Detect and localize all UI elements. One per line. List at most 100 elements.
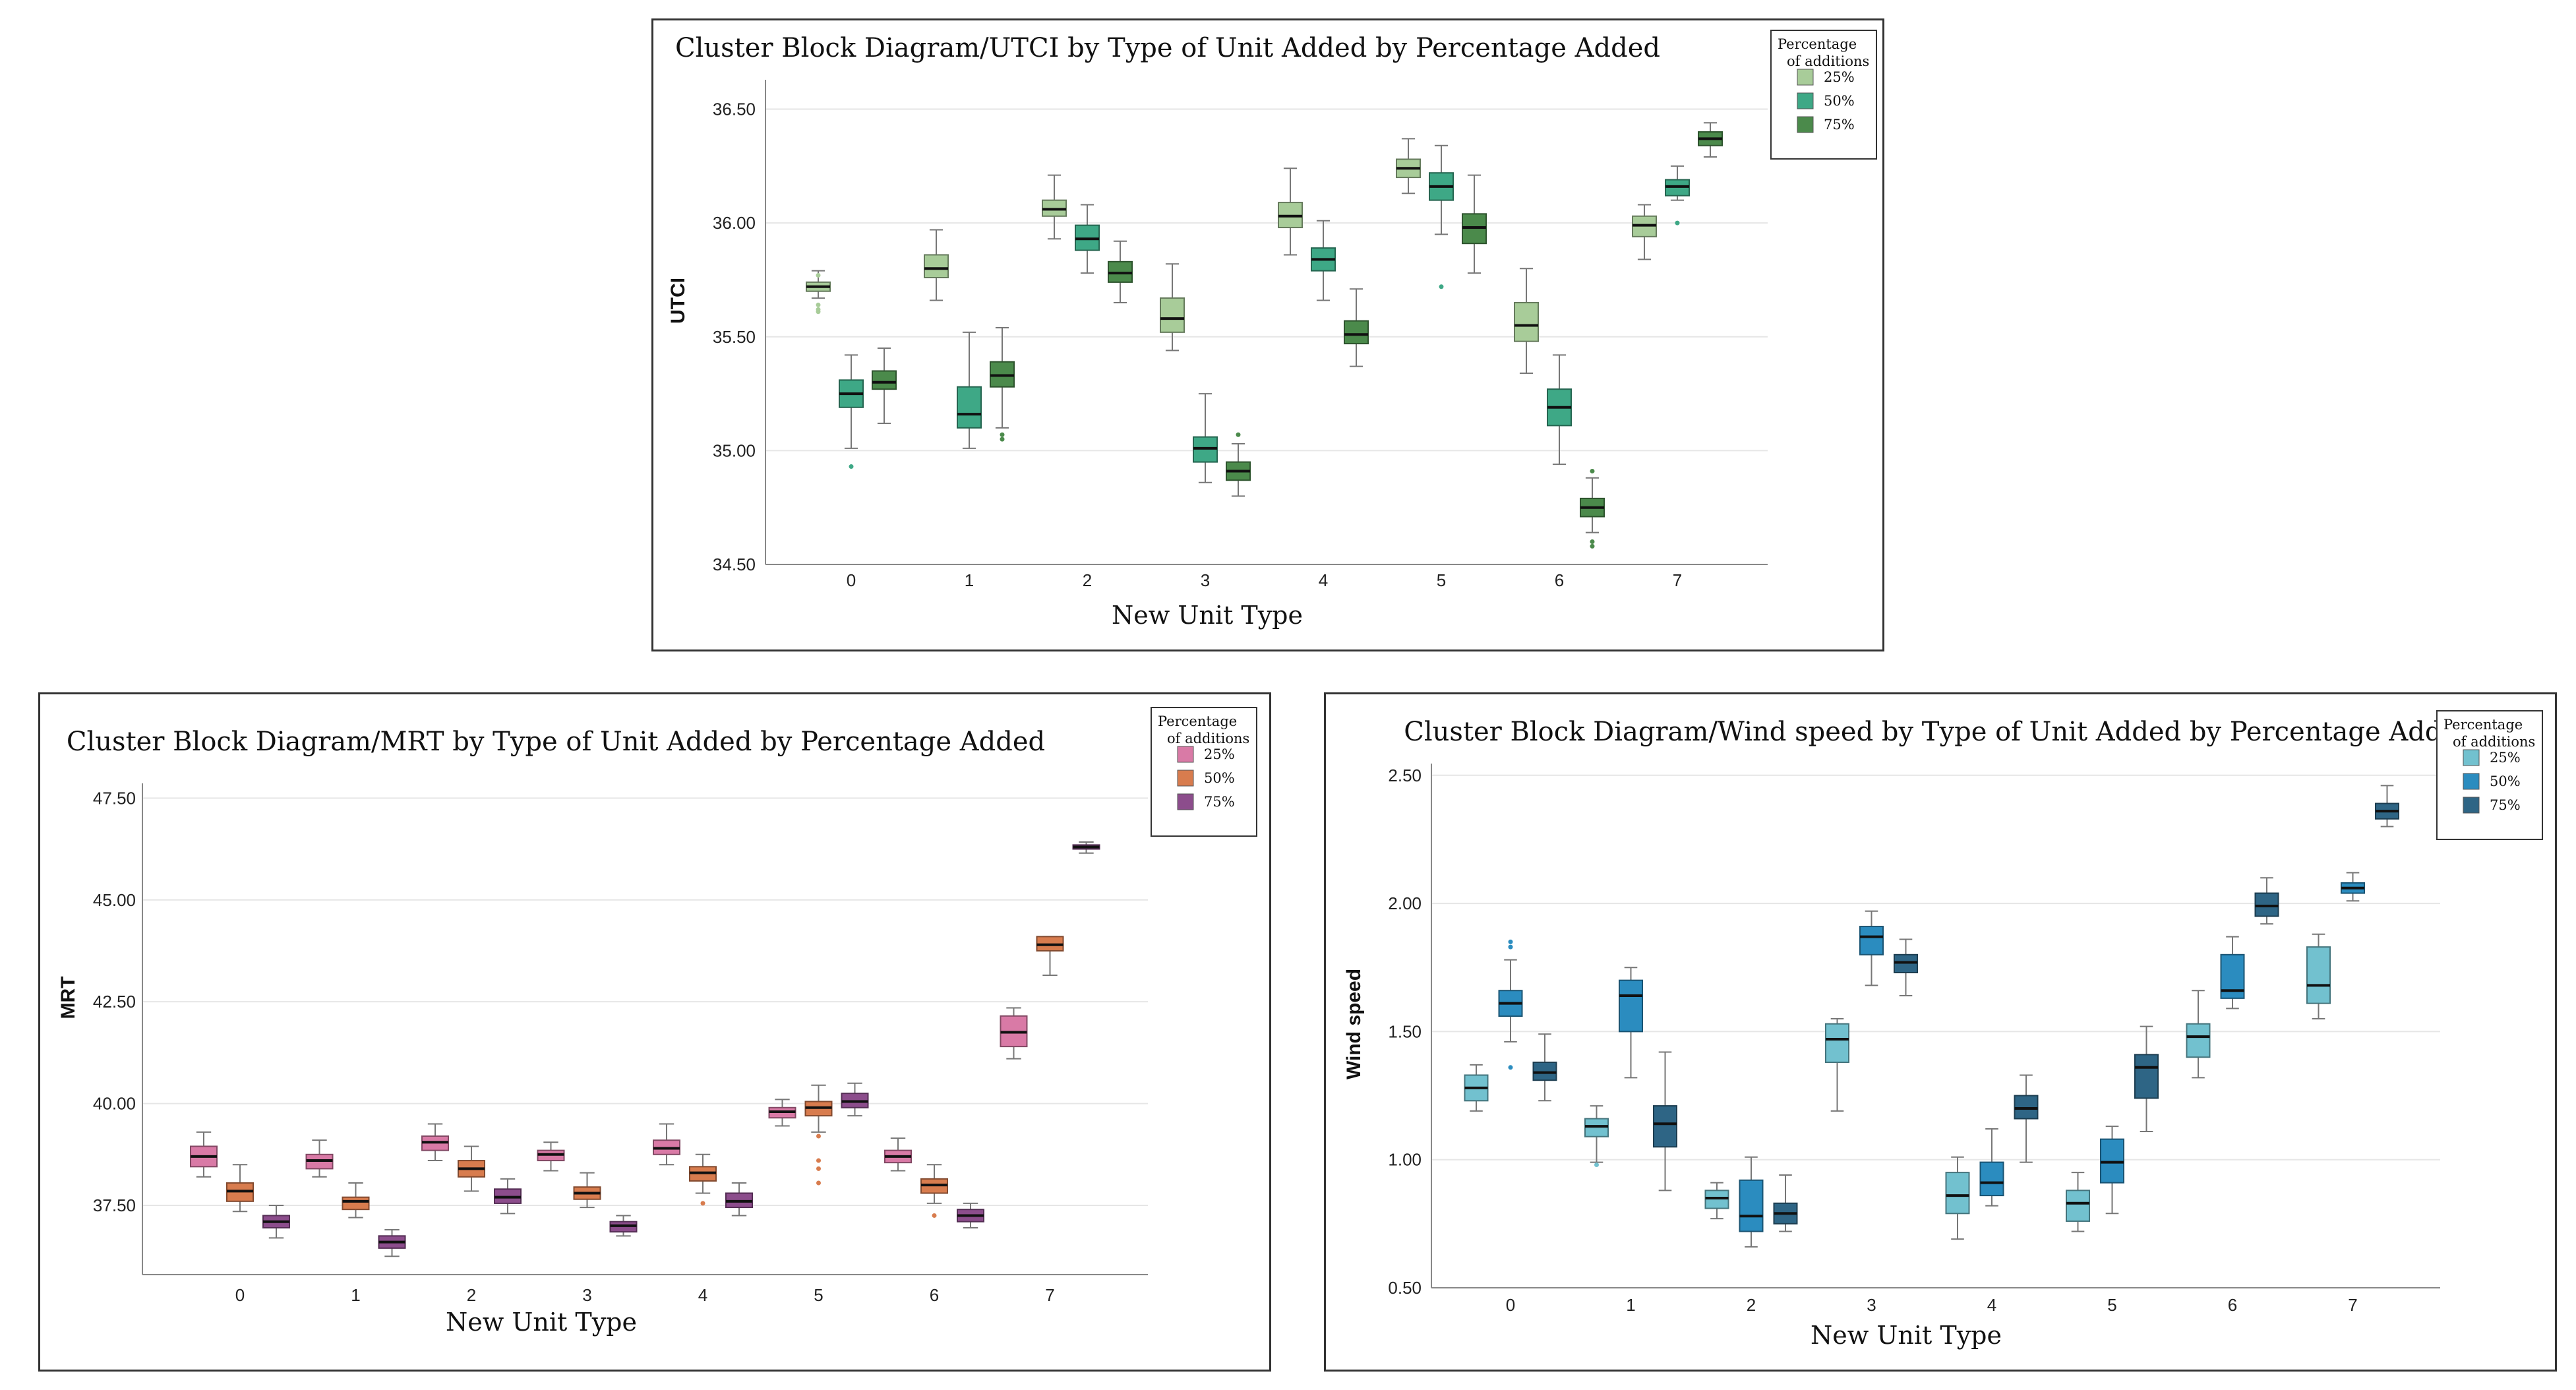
- utci-chart-title: Cluster Block Diagram/UTCI by Type of Un…: [675, 33, 1660, 63]
- mrt-box-series-25pct-cat-3: [537, 1141, 565, 1172]
- utci-box-iqr: [924, 254, 949, 279]
- wind-box-series-25pct-cat-3: [1825, 1017, 1849, 1112]
- utci-legend-frame: [1770, 30, 1877, 160]
- utci-box-series-75pct-cat-1: [990, 326, 1015, 442]
- wind-y-axis-label: Wind speed: [1343, 969, 1365, 1079]
- mrt-legend-label-50pct: 50%: [1204, 770, 1235, 786]
- utci-outlier-point: [1590, 468, 1595, 473]
- wind-box-series-50pct-cat-1: [1619, 967, 1643, 1079]
- utci-outlier-point: [849, 464, 854, 469]
- mrt-box-series-50pct-cat-4: [689, 1153, 717, 1206]
- mrt-x-axis-label: New Unit Type: [446, 1308, 637, 1337]
- wind-box-series-50pct-cat-5: [2100, 1126, 2124, 1215]
- mrt-x-tick-label: 0: [235, 1285, 245, 1305]
- utci-legend-label-25pct: 25%: [1824, 69, 1855, 85]
- wind-x-axis-label: New Unit Type: [1811, 1321, 2002, 1350]
- wind-legend-swatch-75pct: [2463, 797, 2480, 814]
- mrt-box-series-75pct-cat-2: [494, 1178, 522, 1215]
- mrt-box-iqr: [342, 1196, 370, 1211]
- wind-legend-label-75pct: 75%: [2490, 797, 2521, 813]
- utci-outlier-point: [1590, 543, 1595, 549]
- wind-box-series-50pct-cat-6: [2220, 936, 2245, 1010]
- wind-box-series-25pct-cat-4: [1945, 1156, 1970, 1240]
- mrt-y-tick-label: 42.50: [93, 992, 136, 1012]
- mrt-box-series-25pct-cat-6: [884, 1137, 912, 1172]
- wind-box-series-25pct-cat-7: [2306, 933, 2331, 1019]
- utci-box-series-25pct-cat-1: [924, 229, 949, 301]
- wind-outlier-point: [1594, 1162, 1599, 1167]
- wind-box-series-50pct-cat-2: [1739, 1156, 1764, 1248]
- utci-box-series-75pct-cat-5: [1462, 174, 1487, 274]
- utci-box-series-75pct-cat-6: [1580, 468, 1605, 549]
- utci-box-series-25pct-cat-5: [1396, 138, 1421, 195]
- wind-x-tick-label: 4: [1987, 1295, 1996, 1315]
- mrt-legend-label-25pct: 25%: [1204, 746, 1235, 762]
- utci-box-series-25pct-cat-4: [1278, 167, 1303, 256]
- mrt-y-tick-label: 40.00: [93, 1094, 136, 1114]
- wind-y-tick-label: 1.50: [1388, 1021, 1422, 1041]
- utci-box-series-75pct-cat-7: [1698, 122, 1723, 158]
- utci-y-tick-label: 35.00: [713, 440, 756, 460]
- wind-box-series-25pct-cat-5: [2066, 1172, 2090, 1232]
- utci-x-tick-label: 6: [1555, 570, 1564, 590]
- mrt-legend-frame: [1151, 707, 1257, 837]
- wind-x-tick-label: 7: [2348, 1295, 2357, 1315]
- utci-box-series-50pct-cat-4: [1311, 220, 1336, 301]
- wind-box-iqr: [1825, 1023, 1849, 1064]
- utci-x-tick-label: 0: [847, 570, 856, 590]
- mrt-box-series-25pct-cat-1: [305, 1139, 334, 1178]
- wind-x-tick-label: 0: [1506, 1295, 1515, 1315]
- wind-box-iqr: [2306, 946, 2331, 1004]
- wind-legend-frame: [2436, 710, 2543, 840]
- utci-legend-title: of additions: [1787, 53, 1869, 69]
- wind-y-tick-label: 2.00: [1388, 893, 1422, 913]
- utci-plot-area: 34.50 35.00 35.50 36.00 36.50 0 1 2 3 4 5 6 7: [713, 80, 1768, 590]
- mrt-x-tick-label: 2: [467, 1285, 476, 1305]
- utci-legend-label-50pct: 50%: [1824, 93, 1855, 109]
- wind-outlier-point: [1508, 1065, 1513, 1070]
- mrt-outlier-point: [816, 1180, 821, 1186]
- mrt-box-series-75pct-cat-0: [262, 1205, 290, 1239]
- utci-box-series-50pct-cat-3: [1193, 393, 1218, 483]
- utci-chart: Cluster Block Diagram/UTCI by Type of Un…: [667, 30, 1877, 630]
- mrt-legend-label-75pct: 75%: [1204, 794, 1235, 810]
- utci-box-series-25pct-cat-2: [1042, 174, 1067, 240]
- mrt-box-series-50pct-cat-1: [342, 1182, 370, 1219]
- utci-box-iqr: [1514, 301, 1539, 342]
- utci-box-iqr: [872, 370, 897, 390]
- utci-x-tick-label: 3: [1201, 570, 1210, 590]
- utci-outlier-point: [1439, 284, 1444, 289]
- utci-x-axis-label: New Unit Type: [1112, 601, 1303, 630]
- utci-outlier-point: [1236, 432, 1241, 437]
- wind-y-tick-label: 0.50: [1388, 1278, 1422, 1298]
- mrt-legend-title: Percentage: [1158, 713, 1237, 729]
- utci-box-series-25pct-cat-6: [1514, 268, 1539, 374]
- mrt-box-series-25pct-cat-2: [421, 1123, 449, 1162]
- mrt-box-series-75pct-cat-6: [957, 1202, 984, 1228]
- mrt-box-series-75pct-cat-3: [609, 1215, 638, 1237]
- mrt-x-tick-label: 3: [582, 1285, 591, 1305]
- mrt-chart-panel: Cluster Block Diagram/MRT by Type of Uni…: [38, 692, 1271, 1372]
- wind-box-iqr: [1653, 1105, 1677, 1148]
- utci-box-series-75pct-cat-4: [1344, 288, 1369, 367]
- mrt-box-series-25pct-cat-0: [190, 1131, 218, 1178]
- wind-chart-title: Cluster Block Diagram/Wind speed by Type…: [1404, 717, 2474, 747]
- utci-box-series-50pct-cat-5: [1429, 144, 1454, 289]
- wind-box-series-50pct-cat-3: [1859, 910, 1884, 986]
- utci-box-series-25pct-cat-0: [806, 270, 831, 315]
- utci-legend-label-75pct: 75%: [1824, 117, 1855, 133]
- utci-box-series-25pct-cat-3: [1160, 263, 1185, 351]
- mrt-y-axis-label: MRT: [57, 977, 79, 1019]
- wind-legend-title: Percentage: [2443, 717, 2523, 733]
- utci-box-series-75pct-cat-0: [872, 348, 897, 424]
- utci-outlier-point: [816, 309, 821, 315]
- wind-box-series-75pct-cat-6: [2254, 877, 2279, 925]
- wind-legend-title: of additions: [2453, 734, 2535, 750]
- mrt-legend-swatch-25pct: [1177, 746, 1194, 763]
- mrt-box-series-25pct-cat-7: [1000, 1007, 1028, 1060]
- wind-outlier-point: [1508, 939, 1513, 944]
- mrt-outlier-point: [816, 1158, 821, 1163]
- wind-x-tick-label: 3: [1867, 1295, 1876, 1315]
- wind-chart: Cluster Block Diagram/Wind speed by Type…: [1343, 710, 2543, 1350]
- mrt-box-series-50pct-cat-3: [573, 1172, 601, 1209]
